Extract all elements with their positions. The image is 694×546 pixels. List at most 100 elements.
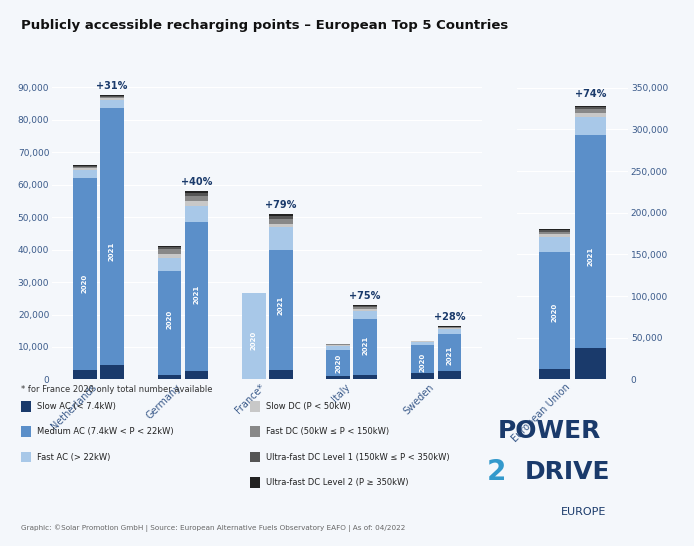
Bar xyxy=(73,170,96,178)
Bar xyxy=(575,117,606,135)
Bar xyxy=(73,167,96,168)
Bar xyxy=(269,227,292,250)
Bar xyxy=(100,96,124,97)
Bar xyxy=(575,112,606,117)
Bar xyxy=(269,219,292,224)
Text: 2021: 2021 xyxy=(362,336,368,355)
Bar xyxy=(326,346,350,350)
Bar xyxy=(100,108,124,365)
Bar xyxy=(185,193,208,196)
Bar xyxy=(100,100,124,108)
Bar xyxy=(73,370,96,379)
Bar xyxy=(242,293,266,379)
Bar xyxy=(411,341,434,342)
Text: Fast AC (> 22kW): Fast AC (> 22kW) xyxy=(37,453,110,461)
Bar xyxy=(100,97,124,98)
Bar xyxy=(185,371,208,379)
Bar xyxy=(269,370,292,379)
Bar xyxy=(185,196,208,201)
Bar xyxy=(269,214,292,216)
Bar xyxy=(539,252,570,369)
Text: +74%: +74% xyxy=(575,90,606,99)
Bar xyxy=(438,328,462,329)
Bar xyxy=(269,250,292,370)
Bar xyxy=(575,107,606,109)
Bar xyxy=(185,191,208,193)
Text: 2020: 2020 xyxy=(251,331,257,351)
Bar xyxy=(438,327,462,328)
Text: DRIVE: DRIVE xyxy=(525,460,611,484)
Bar xyxy=(269,216,292,219)
Bar xyxy=(73,168,96,170)
Bar xyxy=(100,98,124,100)
Bar xyxy=(158,247,181,249)
Bar xyxy=(411,373,434,379)
Bar xyxy=(438,371,462,379)
Bar xyxy=(326,376,350,379)
Text: 2021: 2021 xyxy=(109,242,115,261)
Bar xyxy=(539,232,570,234)
Bar xyxy=(411,342,434,346)
Bar xyxy=(575,109,606,112)
Bar xyxy=(353,311,377,319)
Text: POWER: POWER xyxy=(497,419,600,443)
Bar xyxy=(539,230,570,232)
Bar xyxy=(158,249,181,254)
Bar xyxy=(158,271,181,375)
Bar xyxy=(158,246,181,247)
Bar xyxy=(353,309,377,311)
Bar xyxy=(185,206,208,222)
Bar xyxy=(185,222,208,371)
Text: EUROPE: EUROPE xyxy=(561,507,606,517)
Text: Publicly accessible recharging points – European Top 5 Countries: Publicly accessible recharging points – … xyxy=(21,19,508,32)
Text: Slow DC (P < 50kW): Slow DC (P < 50kW) xyxy=(266,402,350,411)
Text: Ultra-fast DC Level 2 (P ≥ 350kW): Ultra-fast DC Level 2 (P ≥ 350kW) xyxy=(266,478,408,486)
Text: 2: 2 xyxy=(486,458,506,486)
Bar xyxy=(158,258,181,271)
Bar xyxy=(185,201,208,206)
Text: 2020: 2020 xyxy=(335,354,341,373)
Text: 2021: 2021 xyxy=(446,346,452,365)
Text: Fast DC (50kW ≤ P < 150kW): Fast DC (50kW ≤ P < 150kW) xyxy=(266,428,389,436)
Bar xyxy=(438,326,462,327)
Text: 2020: 2020 xyxy=(552,302,558,322)
Text: +31%: +31% xyxy=(96,81,128,91)
Bar xyxy=(73,178,96,370)
Text: 2020: 2020 xyxy=(167,310,172,329)
Text: Slow AC (< 7.4kW): Slow AC (< 7.4kW) xyxy=(37,402,116,411)
Bar xyxy=(438,334,462,371)
Text: 2021: 2021 xyxy=(194,285,199,304)
Bar xyxy=(438,329,462,334)
Bar xyxy=(158,254,181,258)
Bar xyxy=(575,348,606,379)
Bar xyxy=(353,375,377,379)
Text: 2020: 2020 xyxy=(82,274,88,293)
Bar xyxy=(575,135,606,348)
Text: Medium AC (7.4kW < P < 22kW): Medium AC (7.4kW < P < 22kW) xyxy=(37,428,174,436)
Bar xyxy=(353,305,377,306)
Bar xyxy=(575,106,606,107)
Text: +28%: +28% xyxy=(434,312,465,322)
Bar xyxy=(411,346,434,373)
Bar xyxy=(353,306,377,307)
Bar xyxy=(73,166,96,167)
Bar xyxy=(539,369,570,379)
Bar xyxy=(539,237,570,252)
Bar xyxy=(100,365,124,379)
Bar xyxy=(326,350,350,376)
Text: +40%: +40% xyxy=(180,177,212,187)
Text: Graphic: ©Solar Promotion GmbH | Source: European Alternative Fuels Observatory : Graphic: ©Solar Promotion GmbH | Source:… xyxy=(21,525,405,532)
Text: 2020: 2020 xyxy=(419,352,425,372)
Bar xyxy=(539,234,570,237)
Bar xyxy=(539,229,570,230)
Bar xyxy=(158,375,181,379)
Bar xyxy=(353,319,377,375)
Bar xyxy=(326,345,350,346)
Bar xyxy=(73,165,96,166)
Text: 2021: 2021 xyxy=(587,247,593,266)
Text: * for France 2020 only total number available: * for France 2020 only total number avai… xyxy=(21,385,212,394)
Text: +75%: +75% xyxy=(349,291,381,301)
Text: +79%: +79% xyxy=(265,200,296,210)
Bar xyxy=(269,224,292,227)
Text: Ultra-fast DC Level 1 (150kW ≤ P < 350kW): Ultra-fast DC Level 1 (150kW ≤ P < 350kW… xyxy=(266,453,450,461)
